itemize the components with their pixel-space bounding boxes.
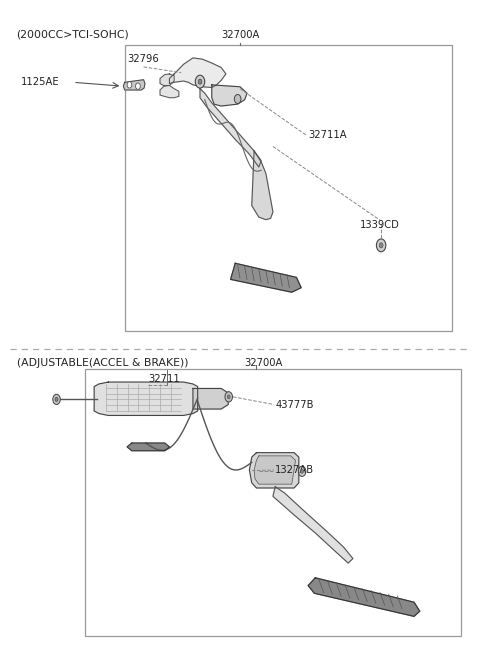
Text: 32711: 32711 (148, 374, 180, 384)
Polygon shape (169, 58, 226, 87)
Circle shape (234, 94, 241, 103)
Text: (ADJUSTABLE(ACCEL & BRAKE)): (ADJUSTABLE(ACCEL & BRAKE)) (16, 358, 188, 368)
Text: 32711A: 32711A (308, 130, 347, 140)
Polygon shape (212, 85, 247, 106)
Polygon shape (252, 151, 273, 219)
Polygon shape (123, 80, 145, 90)
Circle shape (225, 392, 232, 402)
Circle shape (228, 395, 230, 399)
Circle shape (195, 75, 205, 88)
Circle shape (135, 83, 140, 89)
Circle shape (55, 398, 58, 402)
Text: 1125AE: 1125AE (21, 77, 60, 87)
Text: (2000CC>TCI-SOHC): (2000CC>TCI-SOHC) (16, 29, 129, 39)
Polygon shape (254, 456, 296, 484)
Circle shape (198, 79, 202, 84)
Polygon shape (273, 487, 353, 563)
Circle shape (299, 466, 306, 476)
Circle shape (127, 82, 132, 88)
Circle shape (376, 239, 386, 252)
Circle shape (300, 470, 303, 473)
Polygon shape (193, 388, 228, 409)
Circle shape (379, 243, 383, 248)
Bar (85, 369, 461, 635)
Polygon shape (94, 382, 198, 415)
Text: 1339CD: 1339CD (360, 219, 400, 230)
Polygon shape (160, 74, 174, 86)
Text: 32700A: 32700A (245, 358, 283, 368)
Circle shape (53, 394, 60, 405)
Polygon shape (230, 263, 301, 292)
Polygon shape (127, 443, 169, 451)
Polygon shape (200, 88, 261, 167)
Polygon shape (160, 86, 179, 98)
Text: 1327AB: 1327AB (275, 465, 314, 475)
Text: 43777B: 43777B (275, 400, 314, 409)
Polygon shape (308, 578, 420, 616)
Text: 32700A: 32700A (221, 30, 259, 40)
Text: 32796: 32796 (127, 54, 159, 64)
Polygon shape (250, 453, 299, 488)
Bar (125, 45, 452, 331)
